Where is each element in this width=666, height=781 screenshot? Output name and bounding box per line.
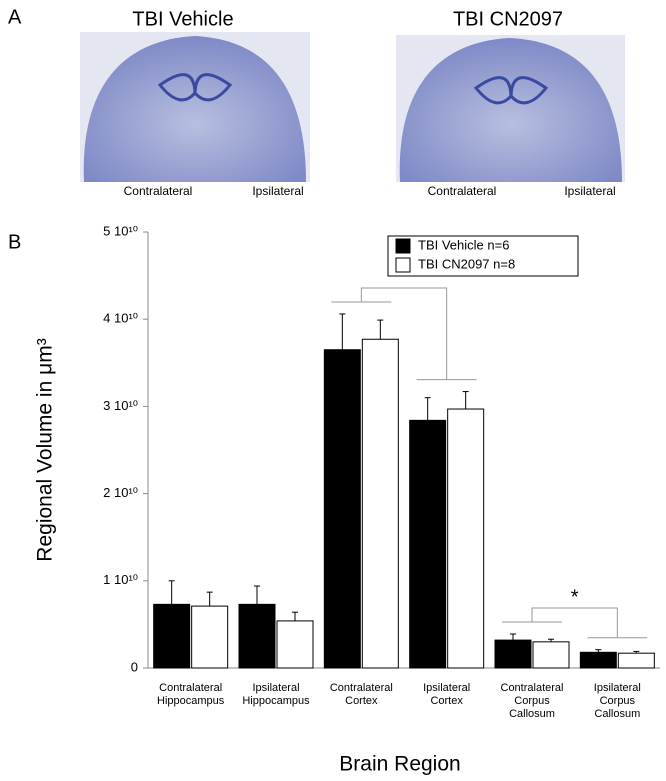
x-tick-label: Ipsilateral Hippocampus bbox=[242, 682, 310, 707]
bar bbox=[532, 641, 570, 669]
panel-label: A bbox=[8, 6, 22, 28]
image-caption: Ipsilateral bbox=[564, 184, 615, 198]
image-caption: Contralateral bbox=[428, 184, 497, 198]
y-tick-label: 4 10¹⁰ bbox=[103, 311, 138, 326]
bar bbox=[617, 652, 655, 669]
legend-swatch bbox=[395, 257, 411, 273]
significance-marker: * bbox=[571, 586, 579, 608]
x-tick-label: Contralateral Corpus Callosum bbox=[500, 682, 564, 720]
legend-label: TBI Vehicle n=6 bbox=[418, 237, 509, 252]
significance-marker: * bbox=[400, 266, 408, 288]
y-tick-label: 5 10¹⁰ bbox=[103, 223, 138, 238]
bar bbox=[447, 408, 485, 669]
x-tick-label: Ipsilateral Corpus Callosum bbox=[593, 682, 641, 720]
image-title: TBI CN2097 bbox=[453, 8, 563, 30]
bar bbox=[494, 639, 532, 669]
bar bbox=[361, 338, 399, 669]
x-axis-title: Brain Region bbox=[339, 753, 460, 776]
bar bbox=[409, 419, 447, 669]
bar bbox=[323, 349, 361, 669]
significance-bracket bbox=[331, 287, 477, 381]
bar bbox=[191, 605, 229, 669]
y-tick-label: 1 10¹⁰ bbox=[103, 572, 138, 587]
significance-bracket bbox=[502, 607, 648, 639]
y-tick-label: 3 10¹⁰ bbox=[103, 398, 138, 413]
panel-label: B bbox=[8, 231, 21, 253]
y-axis-title: Regional Volume in μm³ bbox=[34, 338, 57, 561]
x-tick-label: Contralateral Cortex bbox=[329, 682, 393, 707]
y-tick-label: 0 bbox=[131, 659, 138, 674]
bar bbox=[579, 651, 617, 669]
x-tick-label: Ipsilateral Cortex bbox=[423, 682, 471, 707]
x-tick-label: Contralateral Hippocampus bbox=[157, 682, 225, 707]
brain-image bbox=[396, 35, 625, 182]
legend-box bbox=[387, 235, 579, 277]
bar bbox=[153, 603, 191, 669]
bar bbox=[238, 603, 276, 669]
bar bbox=[276, 620, 314, 669]
brain-image bbox=[80, 32, 310, 182]
y-tick-label: 2 10¹⁰ bbox=[103, 485, 138, 500]
legend-swatch bbox=[395, 238, 411, 254]
image-caption: Ipsilateral bbox=[252, 184, 303, 198]
image-caption: Contralateral bbox=[124, 184, 193, 198]
legend-label: TBI CN2097 n=8 bbox=[418, 256, 515, 271]
image-title: TBI Vehicle bbox=[132, 8, 233, 30]
